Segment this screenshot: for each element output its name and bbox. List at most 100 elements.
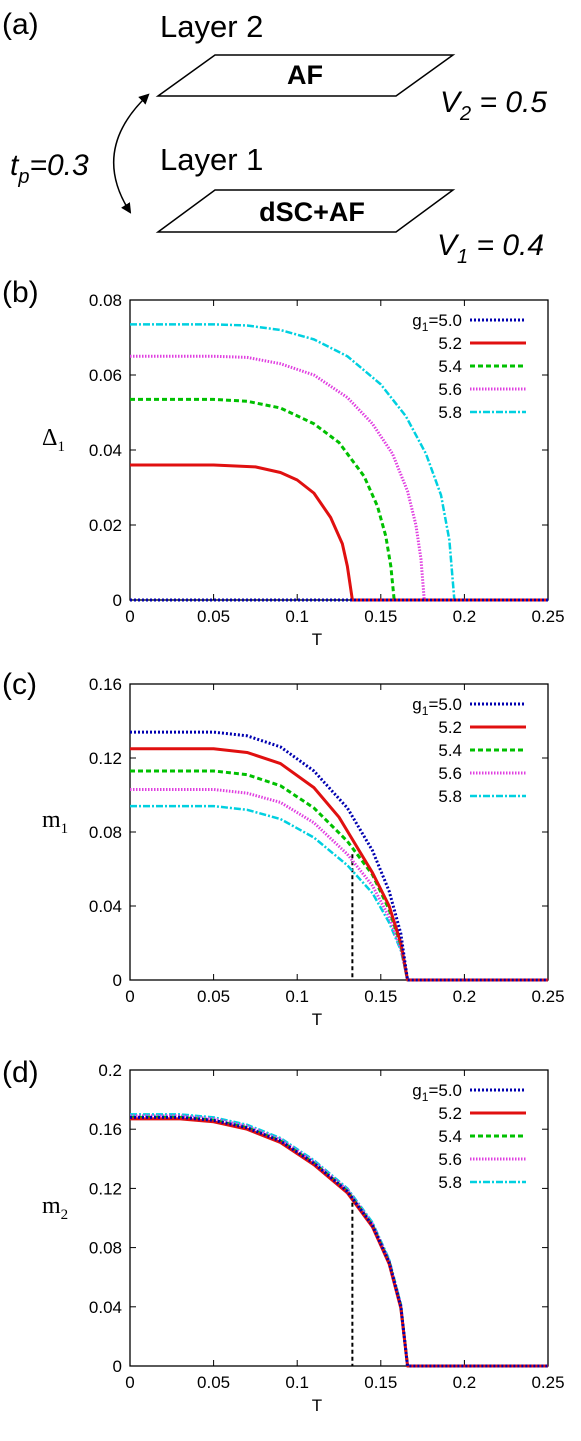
y-tick-label: 0.06 bbox=[89, 366, 122, 385]
layer2-parameter: V2 = 0.5 bbox=[440, 86, 547, 125]
legend-label-main: 5.6 bbox=[438, 764, 462, 783]
panel-label-d: (d) bbox=[2, 1056, 39, 1089]
series-line-2 bbox=[130, 747, 548, 982]
series-line-3 bbox=[130, 397, 548, 602]
legend-label-sub: 1 bbox=[422, 1090, 429, 1104]
y-tick-label: 0 bbox=[113, 591, 122, 610]
legend-label-2: 5.2 bbox=[438, 1104, 462, 1123]
coupling-parameter: tp=0.3 bbox=[10, 149, 89, 188]
legend-label-main: g bbox=[412, 311, 421, 330]
legend-label-main: 5.4 bbox=[438, 357, 462, 376]
coupling-arrow bbox=[112, 93, 150, 214]
legend-label-main: 5.8 bbox=[438, 403, 462, 422]
legend-label-3: 5.4 bbox=[438, 741, 462, 760]
chart-panel-c: (c) 0 0.05 0.1 0.15 0.2 0.25 0 0.04 0.08 0.12 0.16 T… bbox=[2, 668, 565, 1029]
y-tick-label: 0.04 bbox=[89, 1298, 122, 1317]
series-line-5 bbox=[130, 1113, 548, 1368]
legend: g1=5.05.25.45.65.8 bbox=[412, 311, 526, 422]
legend-label-main: 5.8 bbox=[438, 787, 462, 806]
legend: g1=5.05.25.45.65.8 bbox=[412, 1081, 526, 1192]
y-tick-label: 0.12 bbox=[89, 749, 122, 768]
y-axis-label: m2 bbox=[42, 1193, 68, 1223]
legend-label-sub: 1 bbox=[422, 320, 429, 334]
layer1-plane bbox=[155, 189, 456, 233]
legend-label-main: 5.2 bbox=[438, 718, 462, 737]
legend-label-rest: =5.0 bbox=[428, 695, 462, 714]
x-tick-label: 0 bbox=[125, 987, 134, 1006]
legend-label-main: 5.6 bbox=[438, 380, 462, 399]
coupling-main: t bbox=[10, 149, 20, 182]
chart-panel-b: (b) 0 0.05 0.1 0.15 0.2 0.25 0 0.02 0.04 0.06 0.08 T… bbox=[2, 276, 565, 649]
y-tick-label: 0 bbox=[113, 971, 122, 990]
legend-label-2: 5.2 bbox=[438, 334, 462, 353]
layer2-plane bbox=[155, 54, 456, 97]
series-line-1 bbox=[130, 730, 548, 982]
schematic-panel: (a) Layer 2 AF V2 = 0.5 Layer 1 dSC+AF V… bbox=[2, 8, 547, 268]
y-tick-label: 0.02 bbox=[89, 516, 122, 535]
legend-label-main: 5.6 bbox=[438, 1150, 462, 1169]
legend-label-main: 5.2 bbox=[438, 334, 462, 353]
x-tick-label: 0.15 bbox=[364, 987, 397, 1006]
y-tick-label: 0.04 bbox=[89, 441, 122, 460]
legend-label-1: g1=5.0 bbox=[412, 1081, 462, 1104]
x-tick-label: 0 bbox=[125, 1373, 134, 1392]
legend-label-main: 5.4 bbox=[438, 741, 462, 760]
x-tick-label: 0.25 bbox=[531, 607, 564, 626]
series-line-1 bbox=[130, 1115, 548, 1368]
x-tick-label: 0.25 bbox=[531, 1373, 564, 1392]
y-tick-label: 0 bbox=[113, 1357, 122, 1376]
panel-label-c: (c) bbox=[2, 668, 37, 701]
chart-panel-d: (d) 0 0.05 0.1 0.15 0.2 0.25 0 0.04 0.08 0.12 0.16 0… bbox=[2, 1056, 565, 1415]
layer2-param-main: V bbox=[440, 86, 463, 119]
legend-label-main: g bbox=[412, 695, 421, 714]
x-axis-label: T bbox=[312, 1010, 322, 1029]
layer1-parameter: V1 = 0.4 bbox=[437, 229, 544, 268]
x-tick-label: 0.15 bbox=[364, 607, 397, 626]
y-axis-label: Δ1 bbox=[42, 425, 65, 455]
series-line-4 bbox=[130, 1114, 548, 1368]
y-tick-label: 0.08 bbox=[89, 823, 122, 842]
y-axis-label-sub: 1 bbox=[61, 821, 69, 837]
series-line-2 bbox=[130, 1117, 548, 1368]
legend-label-4: 5.6 bbox=[438, 764, 462, 783]
legend-label-5: 5.8 bbox=[438, 1173, 462, 1192]
y-axis-label-main: Δ bbox=[42, 425, 57, 451]
y-tick-label: 0.16 bbox=[89, 1120, 122, 1139]
layer1-title: Layer 1 bbox=[160, 142, 263, 177]
x-tick-label: 0.05 bbox=[197, 987, 230, 1006]
legend-label-main: 5.2 bbox=[438, 1104, 462, 1123]
legend-label-main: 5.8 bbox=[438, 1173, 462, 1192]
x-axis-label: T bbox=[312, 630, 322, 649]
x-tick-label: 0.2 bbox=[453, 607, 477, 626]
x-axis-label: T bbox=[312, 1396, 322, 1415]
plot-frame bbox=[129, 299, 549, 601]
x-tick-label: 0.05 bbox=[197, 1373, 230, 1392]
layer1-param-sub: 1 bbox=[457, 246, 468, 268]
y-tick-label: 0.04 bbox=[89, 897, 122, 916]
series-line-5 bbox=[130, 804, 548, 982]
series-group bbox=[130, 730, 548, 982]
y-axis-label-main: m bbox=[42, 1193, 61, 1219]
legend-label-4: 5.6 bbox=[438, 1150, 462, 1169]
y-tick-label: 0.12 bbox=[89, 1179, 122, 1198]
legend-label-4: 5.6 bbox=[438, 380, 462, 399]
y-tick-label: 0.08 bbox=[89, 291, 122, 310]
coupling-value: =0.3 bbox=[29, 149, 89, 182]
legend-label-1: g1=5.0 bbox=[412, 695, 462, 718]
legend-label-rest: =5.0 bbox=[428, 1081, 462, 1100]
panel-label-a: (a) bbox=[2, 8, 39, 41]
layer2-param-sub: 2 bbox=[459, 103, 471, 125]
x-tick-label: 0.1 bbox=[285, 1373, 309, 1392]
layer1-phase: dSC+AF bbox=[259, 197, 365, 227]
x-tick-label: 0.1 bbox=[285, 987, 309, 1006]
x-tick-label: 0.05 bbox=[197, 607, 230, 626]
x-tick-label: 0.15 bbox=[364, 1373, 397, 1392]
series-line-5 bbox=[130, 323, 548, 602]
legend-label-2: 5.2 bbox=[438, 718, 462, 737]
series-line-3 bbox=[130, 1115, 548, 1368]
x-tick-label: 0.2 bbox=[453, 987, 477, 1006]
series-line-3 bbox=[130, 769, 548, 982]
x-tick-label: 0.1 bbox=[285, 607, 309, 626]
plot-frame bbox=[129, 1069, 549, 1367]
legend-label-main: g bbox=[412, 1081, 421, 1100]
